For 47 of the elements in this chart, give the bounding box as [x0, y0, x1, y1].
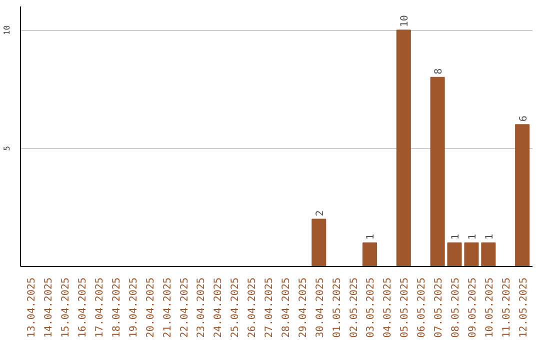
bar: [312, 218, 326, 266]
x-tick-label: 06.05.2025: [416, 277, 428, 338]
x-tick-label: 21.04.2025: [162, 277, 174, 338]
bar: [481, 242, 496, 266]
bar: [430, 76, 445, 266]
data-label: 2: [314, 210, 326, 216]
x-tick-label: 03.05.2025: [366, 277, 377, 338]
data-label: 1: [450, 234, 462, 240]
x-tick-label: 01.05.2025: [332, 277, 343, 338]
data-label: 1: [366, 234, 377, 240]
x-tick-label: 12.05.2025: [518, 277, 530, 338]
bar: [396, 30, 411, 266]
x-tick-label: 30.04.2025: [314, 277, 326, 338]
x-tick-label: 24.04.2025: [213, 277, 224, 338]
x-tick-label: 27.04.2025: [264, 277, 276, 338]
data-label: 6: [518, 116, 530, 122]
x-tick-label: 07.05.2025: [434, 277, 445, 338]
x-tick-label: 28.04.2025: [280, 277, 292, 338]
x-tick-label: 19.04.2025: [128, 277, 140, 338]
x-tick-label: 02.05.2025: [348, 277, 360, 338]
data-label: 1: [467, 234, 478, 240]
x-tick-label: 14.04.2025: [44, 277, 55, 338]
bar: [362, 242, 378, 266]
x-tick-label: 20.04.2025: [145, 277, 156, 338]
x-tick-label: 09.05.2025: [467, 277, 478, 338]
data-label: 1: [484, 234, 496, 240]
y-tick-label: 5: [2, 146, 12, 151]
x-tick-label: 04.05.2025: [382, 277, 394, 338]
x-tick-label: 05.05.2025: [400, 277, 411, 338]
x-tick-label: 13.04.2025: [26, 277, 38, 338]
x-tick-label: 11.05.2025: [501, 277, 512, 338]
bar: [515, 124, 530, 266]
x-tick-label: 23.04.2025: [196, 277, 208, 338]
x-tick-label: 25.04.2025: [230, 277, 242, 338]
bar: [464, 242, 479, 266]
x-tick-label: 16.04.2025: [78, 277, 89, 338]
x-tick-label: 15.04.2025: [60, 277, 72, 338]
x-tick-label: 26.04.2025: [247, 277, 258, 338]
x-tick-label: 17.04.2025: [94, 277, 106, 338]
x-tick-label: 18.04.2025: [111, 277, 122, 338]
bar: [447, 242, 462, 266]
x-tick-label: 10.05.2025: [484, 277, 496, 338]
data-label: 8: [434, 68, 445, 74]
x-tick-label: 22.04.2025: [179, 277, 190, 338]
data-label: 10: [400, 15, 411, 28]
x-tick-label: 29.04.2025: [298, 277, 309, 338]
x-tick-label: 08.05.2025: [450, 277, 462, 338]
